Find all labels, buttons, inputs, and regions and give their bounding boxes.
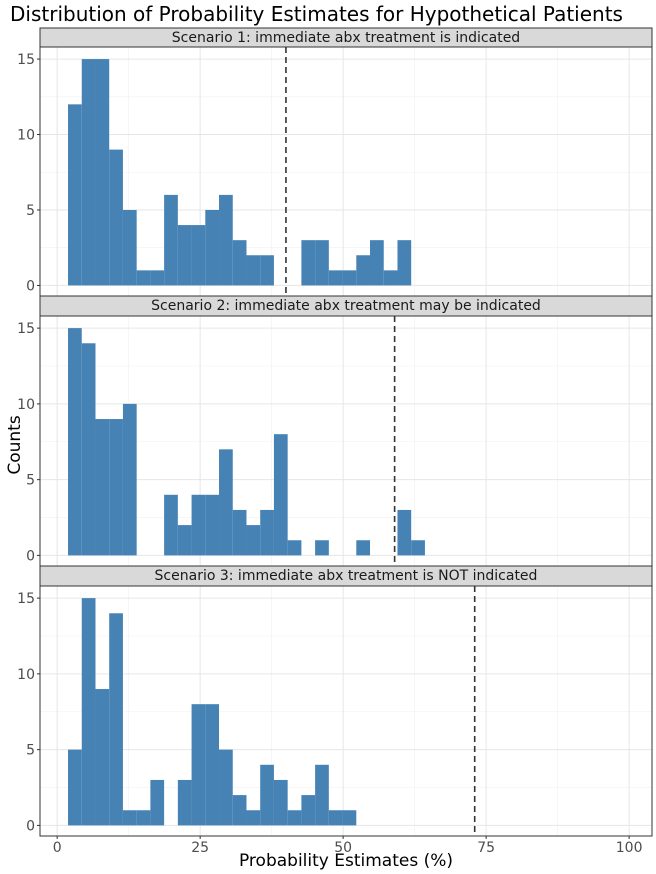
- histogram-bar: [301, 795, 316, 826]
- histogram-bar: [232, 509, 247, 556]
- facet-strip-label: Scenario 2: immediate abx treatment may …: [151, 298, 541, 314]
- histogram-bar: [177, 225, 192, 286]
- x-tick-label: 75: [477, 840, 495, 856]
- x-tick-label: 0: [53, 840, 62, 856]
- histogram-bar: [301, 240, 316, 286]
- histogram-bar: [219, 749, 233, 826]
- histogram-bar: [191, 704, 206, 826]
- histogram-bar: [315, 240, 329, 286]
- histogram-bar: [68, 328, 82, 556]
- histogram-bar: [315, 540, 329, 556]
- histogram-bar: [95, 689, 110, 826]
- histogram-bar: [370, 240, 384, 286]
- histogram-bar: [122, 209, 137, 286]
- y-tick-label: 5: [26, 203, 35, 219]
- y-axis-title: Counts: [5, 415, 25, 474]
- y-tick-label: 15: [17, 321, 35, 337]
- histogram-bar: [246, 810, 261, 826]
- histogram-bar: [397, 240, 412, 286]
- facet-panel-2: Scenario 2: immediate abx treatment may …: [17, 295, 653, 567]
- histogram-bar: [397, 509, 412, 556]
- histogram-bar: [68, 749, 82, 826]
- y-tick-label: 0: [26, 818, 35, 834]
- histogram-bar: [136, 810, 151, 826]
- facet-panels: Scenario 1: immediate abx treatment is i…: [17, 27, 653, 837]
- histogram-bar: [95, 419, 110, 556]
- histogram-bar: [232, 795, 247, 826]
- histogram-bar: [205, 494, 220, 556]
- histogram-bar: [273, 779, 288, 826]
- histogram-bar: [260, 509, 274, 556]
- y-tick-label: 5: [26, 743, 35, 759]
- histogram-bar: [68, 104, 82, 286]
- x-tick-label: 50: [334, 840, 352, 856]
- histogram-bar: [219, 449, 233, 556]
- histogram-bar: [232, 240, 247, 286]
- histogram-bar: [205, 704, 220, 826]
- histogram-bar: [177, 525, 192, 556]
- histogram-bar: [150, 270, 165, 286]
- histogram-bar: [219, 194, 233, 286]
- y-tick-label: 10: [17, 667, 35, 683]
- histogram-bar: [109, 613, 123, 826]
- panel-border: [39, 585, 653, 837]
- histogram-bar: [342, 270, 357, 286]
- histogram-bar: [150, 779, 165, 826]
- y-tick-label: 15: [17, 591, 35, 607]
- facet-panel-3: Scenario 3: immediate abx treatment is N…: [17, 565, 653, 837]
- histogram-bar: [164, 494, 178, 556]
- facet-panel-1: Scenario 1: immediate abx treatment is i…: [17, 27, 653, 297]
- histogram-bar: [122, 810, 137, 826]
- histogram-bar: [177, 779, 192, 826]
- histogram-bar: [246, 255, 261, 286]
- histogram-bar: [136, 270, 151, 286]
- x-axis: 0 25 50 75 100: [53, 836, 643, 856]
- y-tick-label: 10: [17, 128, 35, 144]
- histogram-bar: [81, 59, 96, 286]
- histogram-bar: [109, 149, 123, 286]
- histogram-bar: [356, 540, 371, 556]
- chart-title: Distribution of Probability Estimates fo…: [10, 2, 623, 26]
- y-tick-label: 10: [17, 397, 35, 413]
- histogram-bar: [315, 764, 329, 826]
- histogram-bar: [411, 540, 425, 556]
- facet-strip-label: Scenario 1: immediate abx treatment is i…: [172, 30, 520, 46]
- y-tick-label: 5: [26, 473, 35, 489]
- histogram-bar: [260, 764, 274, 826]
- facet-strip-label: Scenario 3: immediate abx treatment is N…: [155, 568, 538, 584]
- histogram-bar: [246, 525, 261, 556]
- histogram-bar: [95, 59, 110, 286]
- x-axis-title: Probability Estimates (%): [239, 851, 453, 871]
- x-tick-label: 25: [191, 840, 209, 856]
- histogram-bar: [328, 810, 343, 826]
- histogram-bar: [191, 494, 206, 556]
- histogram-bar: [356, 255, 371, 286]
- histogram-bar: [122, 403, 137, 556]
- histogram-bar: [109, 419, 123, 556]
- y-tick-label: 0: [26, 278, 35, 294]
- histogram-bar: [205, 209, 220, 286]
- histogram-bar: [81, 343, 96, 556]
- histogram-bar: [191, 225, 206, 286]
- y-tick-label: 0: [26, 548, 35, 564]
- histogram-bar: [273, 434, 288, 556]
- histogram-bar: [164, 194, 178, 286]
- histogram-bar: [383, 270, 398, 286]
- histogram-bar: [342, 810, 357, 826]
- histogram-bar: [287, 540, 302, 556]
- y-tick-label: 15: [17, 52, 35, 68]
- histogram-bar: [287, 810, 302, 826]
- x-tick-label: 100: [616, 840, 643, 856]
- histogram-bar: [81, 598, 96, 826]
- histogram-bar: [328, 270, 343, 286]
- histogram-bar: [260, 255, 274, 286]
